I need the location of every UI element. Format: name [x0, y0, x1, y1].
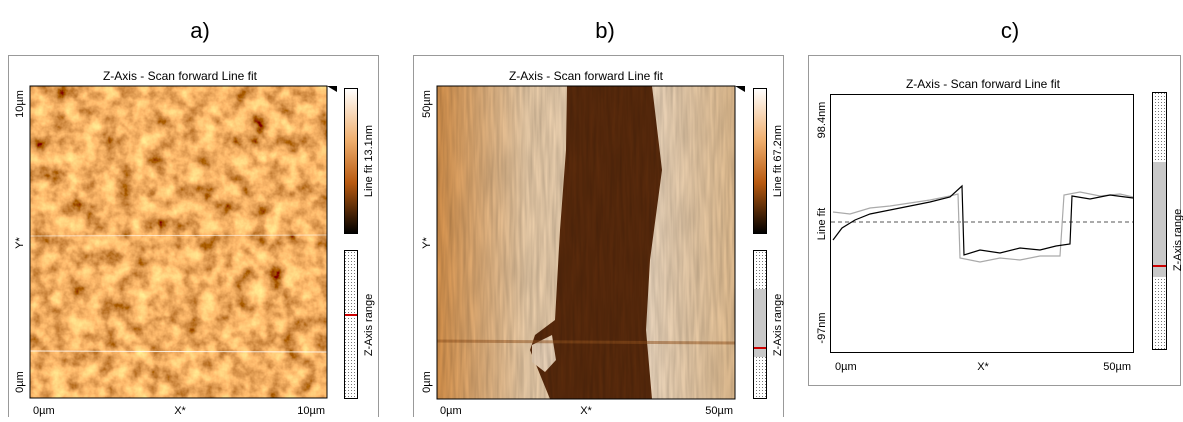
panel-label: c)	[1001, 18, 1019, 43]
x-axis-right: 50µm	[1103, 361, 1131, 373]
panel-title: Z-Axis - Scan forward Line fit	[509, 69, 664, 83]
plot-area	[831, 95, 1134, 353]
y-axis-name: Y*	[14, 236, 26, 248]
y-axis-name: Line fit	[816, 208, 828, 240]
x-axis-name: X*	[977, 361, 989, 373]
colorbar-label: Line fit 67.2nm	[772, 125, 784, 197]
x-axis-left: 0µm	[440, 405, 462, 417]
colorbar-label: Line fit 13.1nm	[363, 125, 375, 197]
panel-label: b)	[595, 18, 615, 43]
y-axis-bottom: 0µm	[14, 371, 26, 393]
y-axis-top: 98.4nm	[816, 102, 828, 139]
panel-c: Z-Axis - Scan forward Line fit 98.4nm Li…	[809, 56, 1183, 386]
x-axis-right: 50µm	[705, 405, 733, 417]
x-axis-name: X*	[174, 405, 186, 417]
y-axis-bottom: -97nm	[816, 312, 828, 343]
range-bar	[345, 251, 358, 399]
colorbar	[754, 89, 767, 234]
y-axis-top: 50µm	[421, 90, 433, 118]
x-axis-left: 0µm	[835, 361, 857, 373]
y-axis-top: 10µm	[14, 90, 26, 118]
y-axis-name: Y*	[421, 236, 433, 248]
x-axis-right: 10µm	[297, 405, 325, 417]
range-bar-label: Z-Axis range	[772, 294, 784, 356]
range-bar-label: Z-Axis range	[363, 294, 375, 356]
panel-b: Z-Axis - Scan forward Line fit 50µm Y* 0…	[414, 56, 785, 418]
colorbar	[345, 89, 358, 234]
range-bar-label: Z-Axis range	[1172, 209, 1183, 271]
x-axis-name: X*	[580, 405, 592, 417]
panel-title: Z-Axis - Scan forward Line fit	[103, 69, 258, 83]
panel-label: a)	[190, 18, 210, 43]
x-axis-left: 0µm	[33, 405, 55, 417]
panel-title: Z-Axis - Scan forward Line fit	[906, 77, 1061, 91]
y-axis-bottom: 0µm	[421, 371, 433, 393]
panel-a: Z-Axis - Scan forward Line fit 10µm Y* 0…	[9, 56, 379, 418]
